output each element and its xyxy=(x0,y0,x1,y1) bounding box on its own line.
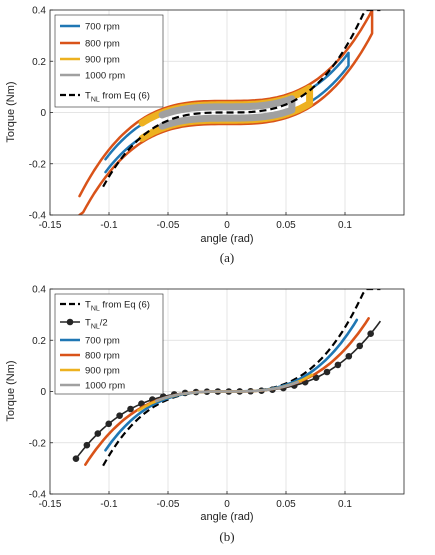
legend-label-700-a: 700 rpm xyxy=(85,22,120,33)
chart-panel-a: -0.15 -0.1 -0.05 0 0.05 0.1 -0.4 -0.2 0 0.2 0.4 a… xyxy=(5,6,405,265)
y-tick-labels-b: -0.4 -0.2 0 0.2 0.4 xyxy=(29,285,47,501)
x-tick-label: 0 xyxy=(224,499,230,510)
legend-half-rest-b: /2 xyxy=(100,318,108,329)
legend-tnl-rest-a: from Eq (6) xyxy=(100,91,150,102)
series-800-rpm xyxy=(78,10,374,215)
series-marker-t-nl-2 xyxy=(345,352,353,360)
series-marker-t-nl-2 xyxy=(116,412,123,419)
series-group-b xyxy=(72,289,382,467)
legend-box-b xyxy=(54,293,164,395)
y-tick-label: 0 xyxy=(40,108,46,119)
series-marker-t-nl-2 xyxy=(94,430,102,437)
y-tick-label: 0 xyxy=(40,387,46,398)
x-tick-labels-b: -0.15 -0.1 -0.05 0 0.05 0.1 xyxy=(39,499,353,510)
y-tick-label: 0.4 xyxy=(32,285,46,296)
legend-tnl-main-a: T xyxy=(85,91,91,102)
legend-half-main-b: T xyxy=(85,318,91,329)
legend-tnl-main-b: T xyxy=(85,300,91,311)
y-tick-labels-a: -0.4 -0.2 0 0.2 0.4 xyxy=(29,6,47,222)
legend-tnl-rest-b: from Eq (6) xyxy=(100,300,150,311)
series-group-a xyxy=(78,10,381,215)
x-tick-label: -0.15 xyxy=(39,499,62,510)
legend-label-tnl-a: TNL from Eq (6) xyxy=(85,91,150,104)
series-marker-t-nl-2 xyxy=(105,420,113,428)
x-tick-label: 0.1 xyxy=(338,499,352,510)
x-tick-label: -0.15 xyxy=(39,220,62,231)
y-tick-label: -0.2 xyxy=(29,159,47,170)
x-tick-label: -0.05 xyxy=(157,499,180,510)
series-t-nl-from-eq-6- xyxy=(102,10,381,188)
tick-marks-a xyxy=(49,9,346,216)
x-tick-label: 0.05 xyxy=(276,220,296,231)
legend-a: 700 rpm 800 rpm 900 rpm 1000 rpm TNL fro… xyxy=(54,14,164,108)
x-axis-label-b: angle (rad) xyxy=(200,511,253,523)
legend-tnl-sub-a: NL xyxy=(91,97,100,104)
y-tick-label: 0.2 xyxy=(32,57,46,68)
legend-label-1000-b: 1000 rpm xyxy=(85,381,125,392)
legend-label-tnl-b: TNL from Eq (6) xyxy=(85,300,150,313)
series-marker-t-nl-2 xyxy=(334,361,342,369)
series-1000-rpm xyxy=(154,380,300,403)
y-tick-label: 0.2 xyxy=(32,336,46,347)
series-marker-t-nl-2 xyxy=(72,455,80,462)
y-axis-label-b: Torque (Nm) xyxy=(5,360,17,421)
legend-label-1000-a: 1000 rpm xyxy=(85,71,125,82)
x-tick-label: -0.05 xyxy=(157,220,180,231)
series-marker-t-nl-2 xyxy=(312,374,320,382)
series-1000-rpm xyxy=(158,95,296,130)
legend-label-900-b: 900 rpm xyxy=(85,366,120,377)
legend-label-800-a: 800 rpm xyxy=(85,39,120,50)
x-axis-label-a: angle (rad) xyxy=(200,233,253,245)
y-tick-label: -0.2 xyxy=(29,438,47,449)
y-tick-label: -0.4 xyxy=(29,211,47,222)
legend-b: TNL from Eq (6) TNL/2 700 rpm 800 rpm 90… xyxy=(54,293,164,395)
x-tick-label: 0.05 xyxy=(276,499,296,510)
series-marker-t-nl-2 xyxy=(83,441,91,449)
y-tick-label: 0.4 xyxy=(32,6,46,17)
x-tick-label: 0 xyxy=(224,220,230,231)
legend-label-800-b: 800 rpm xyxy=(85,351,120,362)
legend-box-a xyxy=(54,14,164,108)
tick-marks-b xyxy=(49,288,346,495)
x-tick-label: 0.1 xyxy=(338,220,352,231)
legend-marker-half-b xyxy=(66,318,74,326)
x-tick-label: -0.1 xyxy=(100,220,118,231)
series-marker-t-nl-2 xyxy=(323,368,331,376)
chart-panel-b: -0.15 -0.1 -0.05 0 0.05 0.1 -0.4 -0.2 0 0.2 0.4 a… xyxy=(5,285,405,544)
series-marker-t-nl-2 xyxy=(356,342,364,350)
legend-label-700-b: 700 rpm xyxy=(85,336,120,347)
legend-label-900-a: 900 rpm xyxy=(85,55,120,66)
series-marker-t-nl-2 xyxy=(127,405,134,413)
panel-caption-a: (a) xyxy=(220,250,234,265)
legend-tnl-sub-b: NL xyxy=(91,306,100,313)
legend-half-sub-b: NL xyxy=(91,324,100,331)
y-axis-label-a: Torque (Nm) xyxy=(5,81,17,142)
legend-label-half-b: TNL/2 xyxy=(85,318,108,331)
series-marker-t-nl-2 xyxy=(367,330,374,337)
x-tick-label: -0.1 xyxy=(100,499,118,510)
y-tick-label: -0.4 xyxy=(29,490,47,501)
panel-caption-b: (b) xyxy=(219,529,234,544)
x-tick-labels-a: -0.15 -0.1 -0.05 0 0.05 0.1 xyxy=(39,220,353,231)
